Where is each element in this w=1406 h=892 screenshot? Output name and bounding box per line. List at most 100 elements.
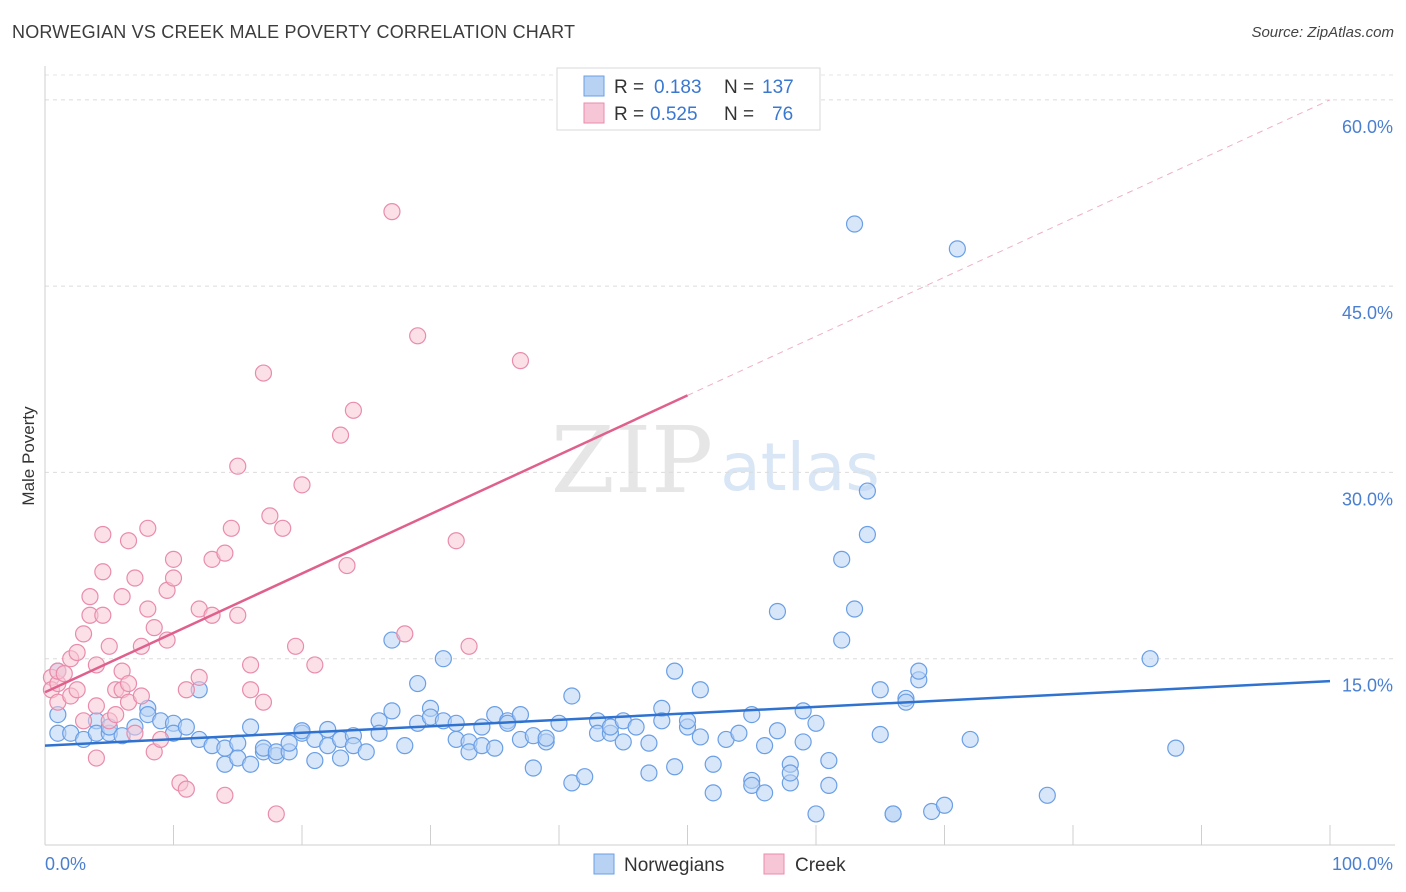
legend-r-value-creek: 0.525 — [650, 104, 698, 125]
point-creek — [177, 681, 195, 699]
y-tick-label: 30.0% — [1342, 489, 1393, 509]
point-norwegians — [781, 764, 799, 782]
point-norwegians — [293, 722, 311, 740]
x-tick-label: 0.0% — [45, 854, 86, 874]
y-tick-label: 60.0% — [1342, 117, 1393, 137]
point-norwegians — [666, 758, 684, 776]
point-norwegians — [242, 755, 260, 773]
point-norwegians — [537, 729, 555, 747]
point-creek — [100, 637, 118, 655]
point-norwegians — [1167, 739, 1185, 757]
point-creek — [293, 476, 311, 494]
chart-source: Source: ZipAtlas.com — [1251, 24, 1394, 41]
point-norwegians — [511, 705, 530, 724]
point-norwegians — [280, 734, 298, 752]
point-creek — [132, 687, 150, 705]
point-creek — [511, 352, 530, 370]
legend-r-label-creek: R = — [614, 104, 644, 125]
trend-layer — [44, 99, 1331, 747]
point-creek — [107, 705, 125, 724]
point-norwegians — [807, 714, 825, 732]
point-creek — [81, 588, 99, 606]
point-norwegians — [383, 702, 401, 720]
legend-swatch-norwegians — [583, 75, 605, 97]
point-norwegians — [473, 718, 491, 736]
point-norwegians — [935, 796, 954, 814]
point-creek — [242, 681, 260, 699]
bottom-legend-swatch-norwegians — [593, 853, 615, 875]
point-norwegians — [743, 776, 761, 794]
point-creek — [338, 556, 356, 575]
legend-swatch-creek — [583, 102, 605, 124]
point-creek — [261, 507, 279, 525]
point-norwegians — [1141, 650, 1159, 668]
point-norwegians — [961, 730, 979, 749]
bottom-legend: Norwegians Creek — [593, 853, 846, 876]
point-creek — [396, 625, 414, 643]
axis-layer: 15.0% 30.0% 45.0% 60.0% 0.0% 100.0% — [44, 66, 1395, 874]
point-norwegians — [948, 240, 966, 258]
point-norwegians — [833, 631, 851, 649]
point-norwegians — [807, 805, 825, 823]
point-norwegians — [1038, 786, 1056, 804]
point-norwegians — [640, 734, 658, 752]
point-norwegians — [755, 737, 774, 755]
point-creek — [222, 519, 240, 537]
point-norwegians — [614, 733, 632, 751]
point-norwegians — [550, 714, 568, 732]
point-norwegians — [858, 525, 877, 544]
point-norwegians — [434, 650, 452, 668]
bottom-legend-label-norwegians: Norwegians — [624, 855, 724, 876]
point-norwegians — [396, 737, 414, 755]
point-creek — [190, 668, 208, 686]
stats-legend: R = 0.183 N = 137 R = 0.525 N = 76 — [556, 67, 821, 131]
bottom-legend-swatch-creek — [763, 853, 785, 875]
point-creek — [68, 643, 86, 662]
point-creek — [68, 681, 86, 699]
x-tick-label: 100.0% — [1332, 854, 1393, 874]
point-norwegians — [768, 602, 787, 621]
point-creek — [254, 693, 273, 711]
point-norwegians — [794, 702, 812, 720]
y-tick-label: 45.0% — [1342, 303, 1393, 323]
point-creek — [139, 519, 157, 537]
point-creek — [55, 665, 73, 683]
point-norwegians — [910, 662, 928, 680]
legend-n-value-norwegians: 137 — [762, 77, 794, 98]
point-creek — [229, 606, 247, 624]
point-creek — [164, 550, 183, 568]
point-norwegians — [820, 776, 838, 794]
point-norwegians — [524, 759, 542, 777]
point-creek — [267, 805, 285, 823]
point-norwegians — [306, 751, 324, 770]
point-creek — [274, 519, 292, 537]
point-creek — [216, 544, 234, 562]
point-norwegians — [486, 739, 504, 757]
legend-n-value-creek: 76 — [772, 104, 793, 125]
y-tick-label: 15.0% — [1342, 676, 1393, 696]
grid-layer — [45, 74, 1395, 660]
point-norwegians — [627, 718, 645, 736]
point-creek — [126, 569, 144, 587]
watermark-zip: ZIP — [551, 407, 713, 514]
point-creek — [344, 401, 362, 419]
point-creek — [306, 656, 324, 674]
point-norwegians — [845, 600, 864, 618]
point-creek — [87, 697, 106, 715]
point-creek — [126, 724, 144, 742]
point-creek — [113, 588, 131, 606]
point-creek — [119, 532, 138, 550]
point-creek — [119, 674, 138, 693]
point-creek — [216, 786, 234, 804]
point-norwegians — [409, 674, 427, 693]
point-creek — [87, 749, 106, 767]
legend-r-label-norwegians: R = — [614, 77, 644, 98]
point-norwegians — [640, 764, 658, 782]
point-norwegians — [768, 722, 787, 740]
y-axis-label: Male Poverty — [19, 406, 38, 506]
point-creek — [74, 625, 93, 643]
point-creek — [139, 600, 157, 618]
point-creek — [242, 656, 260, 674]
legend-n-label-creek: N = — [724, 104, 754, 125]
